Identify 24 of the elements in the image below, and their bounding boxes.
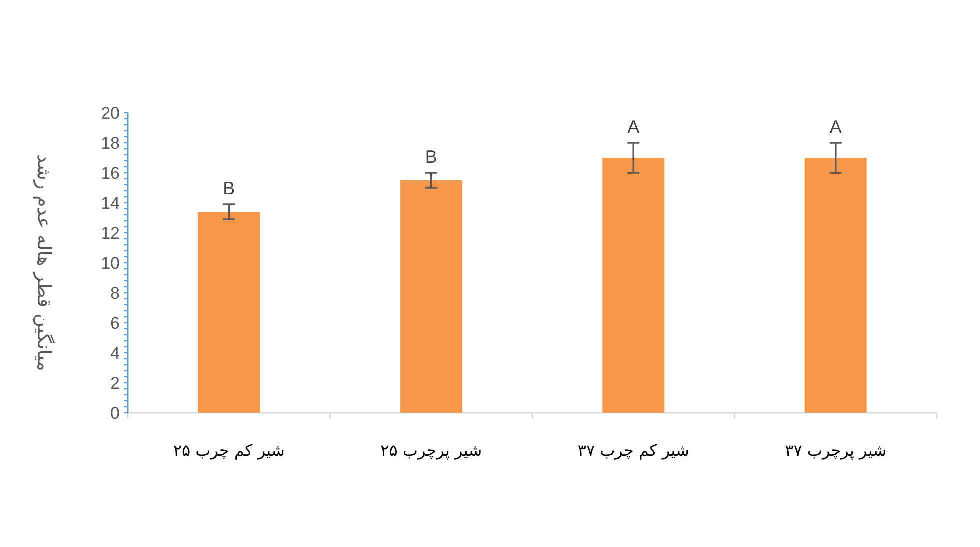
x-tick-label: شیر کم چرب ۲۵ [173, 441, 285, 460]
y-tick-label: 20 [101, 104, 120, 123]
annotation: B [425, 147, 438, 167]
x-tick-label: شیر پرچرب ۲۵ [380, 441, 482, 460]
y-tick-label: 0 [110, 404, 120, 423]
x-tick-label: شیر پرچرب ۳۷ [785, 441, 887, 460]
annotation: A [628, 117, 640, 137]
bar [804, 158, 867, 413]
y-tick-label: 12 [101, 224, 120, 243]
y-tick-label: 16 [101, 164, 120, 183]
x-tick-label: شیر کم چرب ۳۷ [578, 441, 690, 460]
bar [400, 180, 462, 413]
y-tick-label: 10 [101, 254, 120, 273]
annotation: A [830, 117, 842, 137]
y-tick-label: 18 [101, 134, 120, 153]
y-tick-label: 4 [110, 344, 120, 363]
bar [198, 212, 260, 413]
y-axis-title: میانگین قطر هاله عدم رشد [33, 154, 56, 372]
y-tick-label: 2 [110, 374, 120, 393]
bar [602, 158, 665, 413]
annotation: B [223, 178, 236, 198]
y-tick-label: 8 [110, 284, 120, 303]
y-tick-label: 6 [110, 314, 120, 333]
y-tick-label: 14 [101, 194, 120, 213]
